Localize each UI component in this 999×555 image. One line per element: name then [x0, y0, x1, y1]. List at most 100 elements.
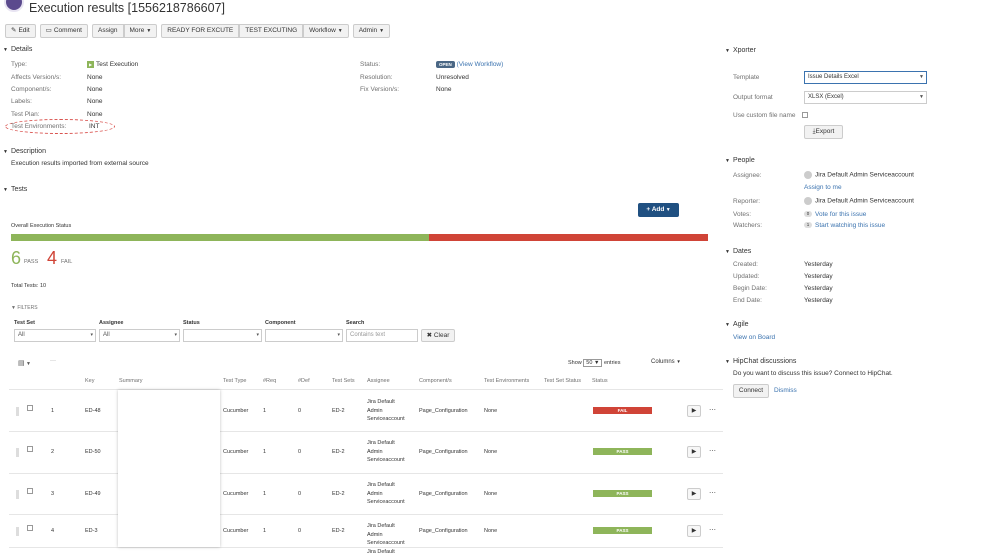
play-icon: ▶: [691, 528, 697, 534]
col-req[interactable]: #Req: [263, 378, 277, 384]
clear-filters-button[interactable]: ✖ Clear: [421, 329, 455, 342]
assignee-line: Serviceaccount: [367, 499, 405, 505]
execute-button[interactable]: ▶: [687, 488, 701, 500]
assignee-line: Admin: [367, 407, 383, 414]
filter-assignee-select[interactable]: All ▾: [99, 329, 180, 342]
filter-status-select[interactable]: ▾: [183, 329, 262, 342]
more-button[interactable]: More ▼: [123, 24, 158, 38]
filter-component-select[interactable]: ▾: [265, 329, 343, 342]
drag-handle[interactable]: [16, 490, 19, 499]
row-actions-menu[interactable]: ⋯: [709, 527, 716, 534]
page-header: Execution results [1556218786607]: [0, 0, 999, 18]
test-key-link[interactable]: ED-50: [85, 449, 101, 455]
export-button[interactable]: ⤓Export: [804, 125, 843, 139]
col-status[interactable]: Status: [592, 378, 608, 384]
watch-link[interactable]: Start watching this issue: [815, 222, 886, 229]
chevron-down-icon: ▼: [725, 359, 730, 365]
execute-button[interactable]: ▶: [687, 525, 701, 537]
test-set-link[interactable]: ED-2: [332, 528, 345, 534]
type-value: ▶ Test Execution: [87, 61, 139, 69]
row-checkbox[interactable]: [27, 488, 33, 494]
output-format-select[interactable]: XLSX (Excel) ▼: [804, 91, 927, 104]
col-components[interactable]: Component/s: [419, 378, 452, 384]
assignee-link[interactable]: Jira Default Admin Serviceaccount: [367, 481, 405, 507]
output-format-label: Output format: [733, 94, 773, 101]
add-test-button[interactable]: + Add ▼: [638, 203, 679, 217]
view-on-board-link[interactable]: View on Board: [733, 334, 776, 341]
test-plan-label: Test Plan:: [11, 111, 40, 118]
execute-button[interactable]: ▶: [687, 446, 701, 458]
drag-handle[interactable]: [16, 407, 19, 416]
begin-date-value: Yesterday: [804, 285, 833, 292]
assignee-line: Serviceaccount: [367, 416, 405, 422]
assign-to-me-link[interactable]: Assign to me: [804, 184, 842, 191]
people-section-toggle[interactable]: ▼ People: [725, 157, 755, 164]
component-link[interactable]: Page_Configuration: [419, 528, 468, 534]
col-test-set-status[interactable]: Test Set Status: [544, 378, 581, 384]
row-actions-menu[interactable]: ⋯: [709, 490, 716, 497]
custom-filename-checkbox[interactable]: [802, 112, 808, 118]
comment-button[interactable]: ▭ Comment: [39, 24, 88, 38]
col-def[interactable]: #Def: [298, 378, 310, 384]
chevron-down-icon: ▼: [676, 359, 681, 364]
dates-section-toggle[interactable]: ▼ Dates: [725, 248, 752, 255]
filter-testset-select[interactable]: All ▾: [14, 329, 96, 342]
page-size-select[interactable]: 50 ▼: [583, 359, 603, 367]
test-key-link[interactable]: ED-3: [85, 528, 98, 534]
col-assignee[interactable]: Assignee: [367, 378, 390, 384]
description-section-toggle[interactable]: ▼ Description: [3, 148, 46, 155]
test-key-link[interactable]: ED-49: [85, 491, 101, 497]
row-actions-menu[interactable]: ⋯: [709, 448, 716, 455]
template-select[interactable]: Issue Details Excel ▼: [804, 71, 927, 84]
component-link[interactable]: Page_Configuration: [419, 408, 468, 414]
more-actions-icon[interactable]: ···: [50, 358, 56, 364]
xporter-section-toggle[interactable]: ▼ Xporter: [725, 47, 756, 54]
assignee-link[interactable]: Jira Default Admin Serviceaccount: [367, 439, 405, 465]
assignee-link[interactable]: Jira Default Admin Serviceaccount: [367, 398, 405, 424]
dismiss-link[interactable]: Dismiss: [774, 387, 797, 394]
view-workflow-link[interactable]: (View Workflow): [456, 61, 504, 69]
test-env: None: [484, 491, 498, 497]
details-section-toggle[interactable]: ▼ Details: [3, 46, 33, 53]
test-set-link[interactable]: ED-2: [332, 408, 345, 414]
test-set-link[interactable]: ED-2: [332, 449, 345, 455]
partial-row-assignee[interactable]: Jira Default: [367, 549, 395, 555]
row-checkbox[interactable]: [27, 405, 33, 411]
agile-section-toggle[interactable]: ▼ Agile: [725, 321, 749, 328]
row-actions-menu[interactable]: ⋯: [709, 407, 716, 414]
tests-section-toggle[interactable]: ▼ Tests: [3, 186, 28, 193]
drag-handle[interactable]: [16, 448, 19, 457]
col-test-environments[interactable]: Test Environments: [484, 378, 530, 384]
assignee-link[interactable]: Jira Default Admin Serviceaccount: [367, 522, 405, 548]
hipchat-section-toggle[interactable]: ▼ HipChat discussions: [725, 358, 797, 365]
execute-button[interactable]: ▶: [687, 405, 701, 417]
row-checkbox[interactable]: [27, 446, 33, 452]
test-set-link[interactable]: ED-2: [332, 491, 345, 497]
resolution-value: Unresolved: [436, 74, 469, 81]
component-link[interactable]: Page_Configuration: [419, 449, 468, 455]
edit-button[interactable]: ✎ Edit: [5, 24, 36, 38]
columns-menu[interactable]: Columns ▼: [651, 359, 681, 365]
col-summary[interactable]: Summary: [119, 378, 143, 384]
connect-button[interactable]: Connect: [733, 384, 769, 398]
assign-button[interactable]: Assign: [92, 24, 124, 38]
col-key[interactable]: Key: [85, 378, 95, 384]
admin-button[interactable]: Admin ▼: [352, 24, 391, 38]
filters-toggle[interactable]: ▼ FILTERS: [11, 305, 38, 311]
workflow-button[interactable]: Workflow ▼: [303, 24, 349, 38]
chevron-down-icon: ▼: [146, 28, 152, 34]
col-test-type[interactable]: Test Type: [223, 378, 247, 384]
redacted-summary-panel: [118, 390, 220, 547]
component-link[interactable]: Page_Configuration: [419, 491, 468, 497]
assignee-line: Serviceaccount: [367, 540, 405, 546]
vote-link[interactable]: Vote for this issue: [815, 211, 867, 218]
drag-handle[interactable]: [16, 527, 19, 536]
row-checkbox[interactable]: [27, 525, 33, 531]
bulk-actions-menu[interactable]: ▤ ▼: [18, 359, 31, 367]
component-label: Component/s:: [11, 86, 52, 93]
test-key-link[interactable]: ED-48: [85, 408, 101, 414]
test-executing-button[interactable]: TEST EXCUTING: [239, 24, 304, 38]
col-test-sets[interactable]: Test Sets: [332, 378, 355, 384]
ready-for-execute-button[interactable]: READY FOR EXCUTE: [161, 24, 240, 38]
filter-search-input[interactable]: Contains text: [346, 329, 418, 342]
